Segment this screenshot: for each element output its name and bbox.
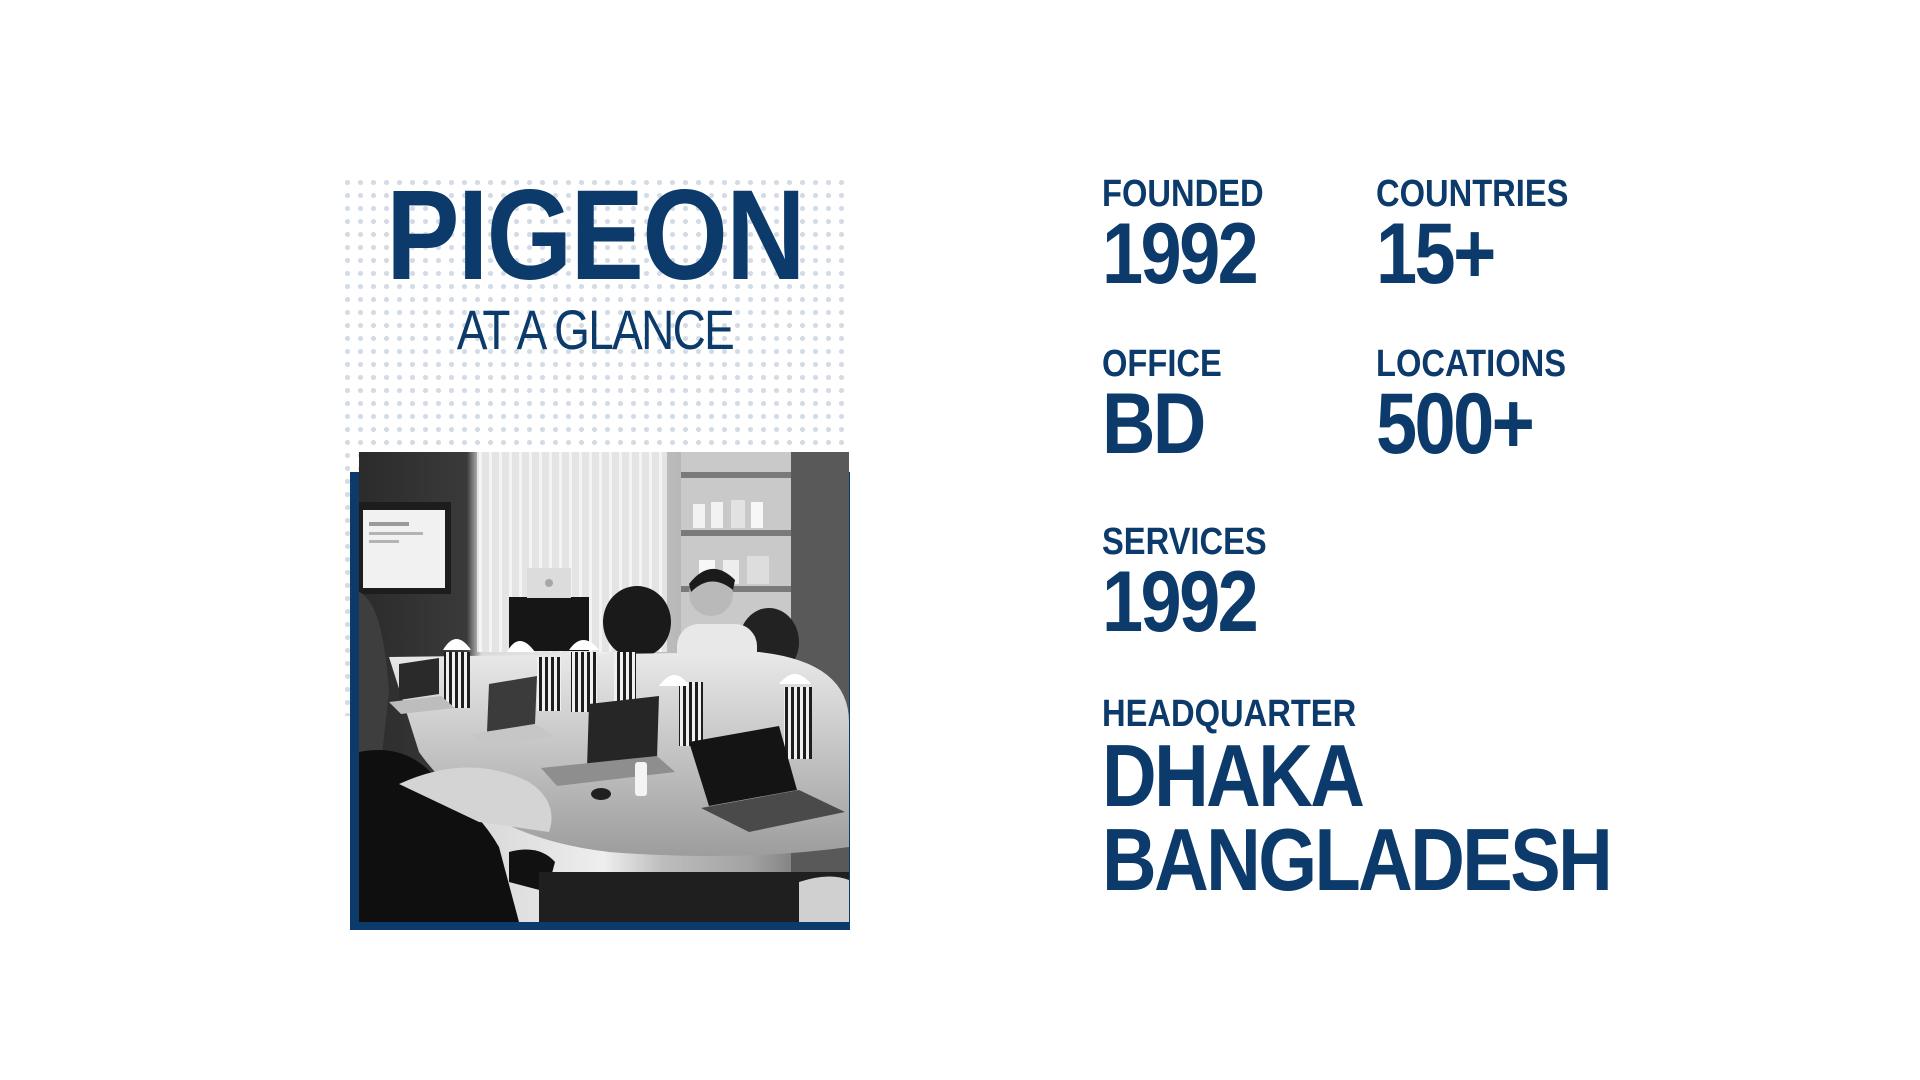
stat-headquarter-city: DHAKA — [1102, 726, 1365, 825]
stat-headquarter: HEADQUARTER DHAKA BANGLADESH — [1102, 693, 1693, 909]
stat-headquarter-label: HEADQUARTER — [1102, 693, 1357, 735]
title-block: PIGEON AT A GLANCE — [341, 164, 849, 361]
stat-countries-value: 15+ — [1376, 206, 1496, 302]
stat-services-label: SERVICES — [1102, 521, 1267, 563]
stat-locations-value: 500+ — [1376, 376, 1535, 472]
meeting-room-illustration — [359, 452, 849, 922]
stat-office: OFFICE BD — [1102, 343, 1241, 472]
stat-locations-label: LOCATIONS — [1376, 343, 1567, 385]
stat-services: SERVICES 1992 — [1102, 521, 1293, 650]
stat-services-value: 1992 — [1102, 554, 1259, 650]
stat-countries: COUNTRIES 15+ — [1376, 173, 1600, 302]
stat-founded: FOUNDED 1992 — [1102, 173, 1290, 302]
stat-office-label: OFFICE — [1102, 343, 1222, 385]
stat-countries-label: COUNTRIES — [1376, 173, 1569, 215]
stat-founded-label: FOUNDED — [1102, 173, 1264, 215]
stat-locations: LOCATIONS 500+ — [1376, 343, 1597, 472]
title-pigeon: PIGEON — [386, 164, 806, 307]
title-at-a-glance: AT A GLANCE — [456, 298, 735, 361]
meeting-room-photo — [359, 452, 849, 922]
stat-office-value: BD — [1102, 376, 1206, 472]
stat-founded-value: 1992 — [1102, 206, 1259, 302]
stat-headquarter-country: BANGLADESH — [1102, 810, 1613, 909]
